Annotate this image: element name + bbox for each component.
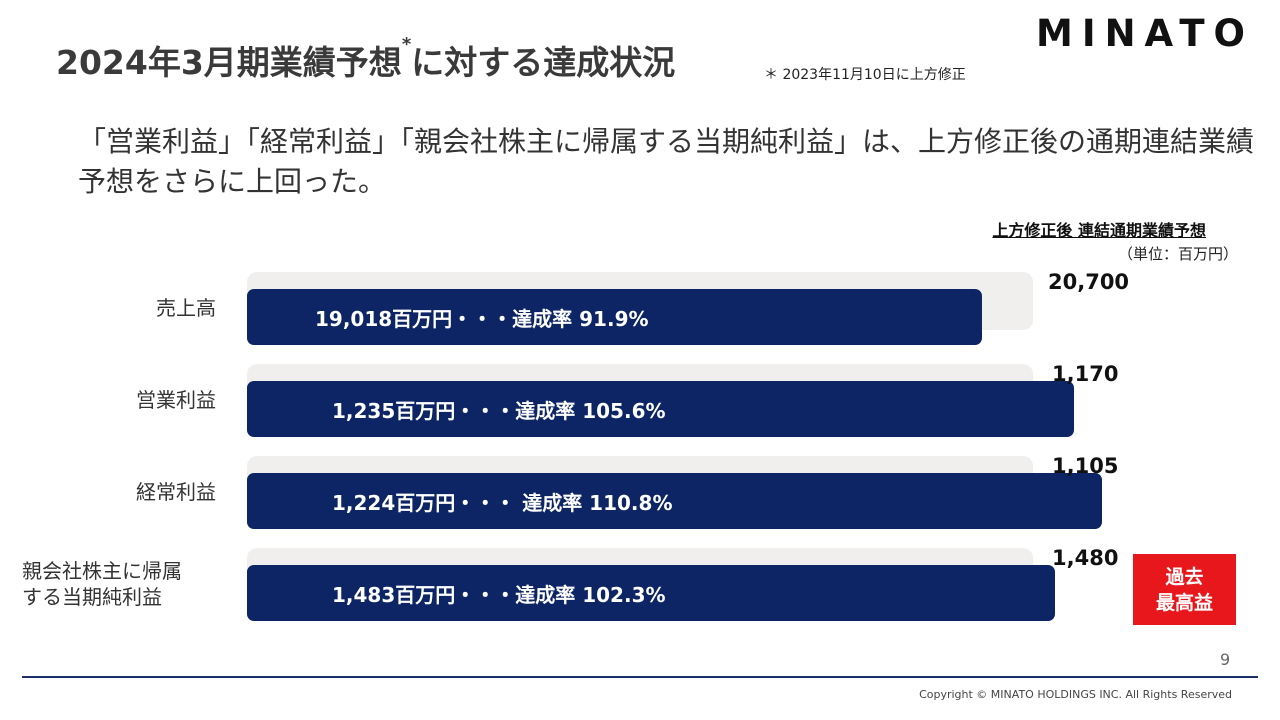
bar-data-label: 1,224百万円・・・ 達成率 110.8% xyxy=(332,490,673,515)
category-label-line: する当期純利益 xyxy=(22,585,162,609)
category-label: 親会社株主に帰属 する当期純利益 xyxy=(22,558,242,610)
lead-text: 「営業利益」「経常利益」「親会社株主に帰属する当期純利益」は、上方修正後の通期連… xyxy=(78,125,1255,198)
actual-bar: 1,224百万円・・・ 達成率 110.8% xyxy=(247,473,1102,529)
category-label-line: 経常利益 xyxy=(136,480,216,504)
category-label-line: 売上高 xyxy=(156,296,216,320)
category-label: 営業利益 xyxy=(16,387,216,413)
forecast-value-label: 1,480 xyxy=(1052,546,1119,570)
copyright-text: Copyright © MINATO HOLDINGS INC. All Rig… xyxy=(919,688,1232,701)
actual-bar: 19,018百万円・・・達成率 91.9% xyxy=(247,289,982,345)
actual-bar: 1,235百万円・・・達成率 105.6% xyxy=(247,381,1074,437)
badge-line-1: 過去 xyxy=(1165,565,1204,588)
unit-note: （単位：百万円） xyxy=(1117,245,1238,263)
title-asterisk: * xyxy=(401,34,412,55)
category-label-line: 営業利益 xyxy=(136,388,216,412)
page-title: 2024年3月期業績予想*に対する達成状況 xyxy=(56,34,676,84)
bar-data-label: 1,235百万円・・・達成率 105.6% xyxy=(332,398,666,423)
title-main: 2024年3月期業績予想 xyxy=(56,43,402,82)
forecast-value-label: 1,170 xyxy=(1052,362,1119,386)
page-number: 9 xyxy=(1220,650,1231,669)
revision-note: ＊ 2023年11月10日に上方修正 xyxy=(764,67,966,83)
title-suffix: に対する達成状況 xyxy=(411,43,676,82)
forecast-value-label: 1,105 xyxy=(1052,454,1119,478)
record-profit-badge: 過去 最高益 xyxy=(1133,554,1236,625)
forecast-value-label: 20,700 xyxy=(1048,270,1130,294)
category-label: 売上高 xyxy=(16,295,216,321)
actual-bar: 1,483百万円・・・達成率 102.3% xyxy=(247,565,1055,621)
category-label: 経常利益 xyxy=(16,479,216,505)
bar-data-label: 19,018百万円・・・達成率 91.9% xyxy=(315,306,649,331)
bar-data-label: 1,483百万円・・・達成率 102.3% xyxy=(332,582,666,607)
category-label-line: 親会社株主に帰属 xyxy=(22,559,182,583)
company-logo: MINATO xyxy=(1036,12,1255,55)
footer-divider xyxy=(22,676,1258,678)
badge-line-2: 最高益 xyxy=(1155,591,1213,614)
forecast-header: 上方修正後 連結通期業績予想 xyxy=(992,221,1206,240)
